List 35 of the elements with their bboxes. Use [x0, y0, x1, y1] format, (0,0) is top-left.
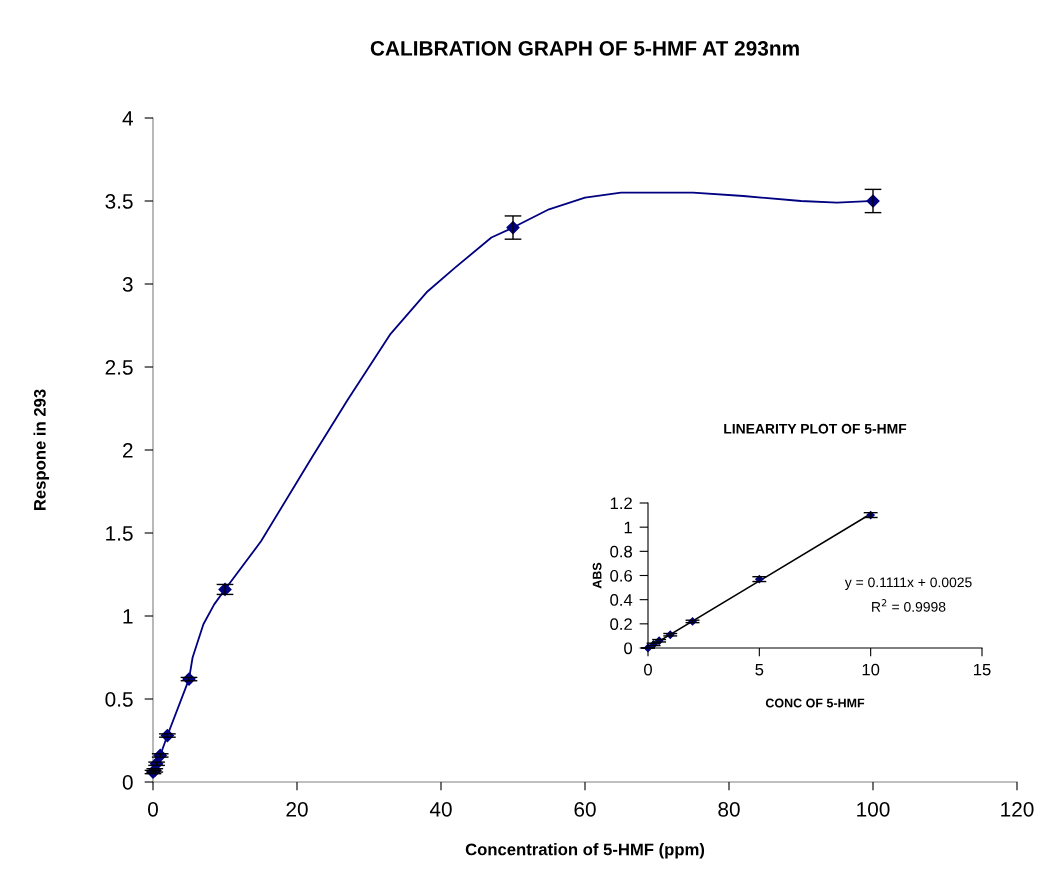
y-tick-label: 1.5	[106, 526, 133, 541]
x-tick-label: 40	[429, 801, 452, 817]
x-tick-label: 5	[755, 663, 764, 676]
x-axis-title: CONC OF 5-HMF	[765, 698, 865, 708]
y-tick-label: 2.5	[105, 360, 133, 375]
y-tick-label: 0.2	[610, 618, 632, 631]
y-tick-label: 1.2	[610, 497, 632, 510]
chart-title: CALIBRATION GRAPH OF 5-HMF AT 293nm	[370, 40, 799, 56]
y-tick-label: 0.8	[610, 545, 632, 558]
annotation: R$^{2}$ = 0.9998	[872, 599, 946, 612]
y-axis-title: Respone in 293	[33, 389, 50, 511]
y-tick-label: 3.5	[105, 194, 133, 209]
y-tick-label: 0	[122, 775, 133, 790]
x-tick-label: 10	[862, 663, 880, 676]
annotation: y = 0.1111x + 0.0025	[844, 577, 972, 590]
x-tick-label: 100	[857, 801, 890, 817]
y-tick-label: 1	[123, 609, 133, 624]
chart-title: LINEARITY PLOT OF 5-HMF	[724, 423, 907, 434]
x-tick-label: 15	[974, 663, 991, 676]
y-tick-label: 0.5	[105, 692, 133, 707]
y-axis-title: ABS	[592, 562, 602, 589]
x-tick-label: 0	[644, 663, 652, 676]
y-tick-label: 0.4	[610, 594, 633, 606]
x-tick-label: 60	[574, 801, 596, 817]
x-tick-label: 80	[718, 801, 740, 817]
y-tick-label: 3	[122, 277, 133, 292]
x-tick-label: 20	[286, 801, 308, 817]
y-tick-label: 1	[624, 521, 632, 534]
x-tick-label: 120	[1001, 801, 1034, 817]
y-tick-label: 0	[624, 642, 633, 655]
x-tick-label: 0	[148, 801, 158, 817]
y-tick-label: 2	[123, 443, 133, 458]
x-axis-title: Concentration of 5-HMF (ppm)	[465, 843, 705, 859]
y-tick-label: 0.6	[610, 569, 632, 582]
y-tick-label: 4	[122, 111, 133, 126]
